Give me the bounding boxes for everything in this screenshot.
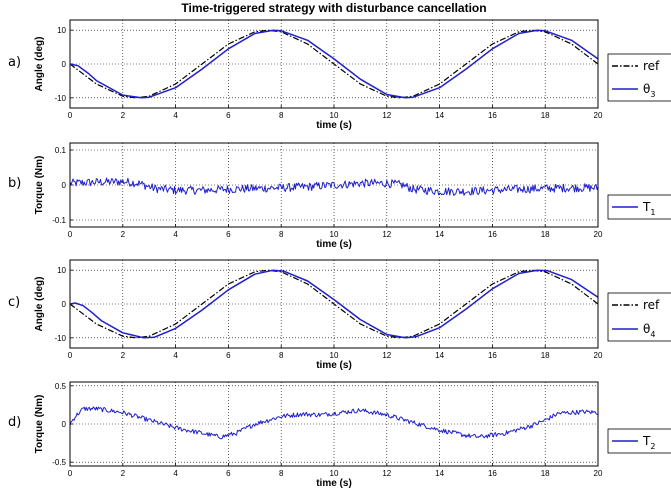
series-line-measured [69, 29, 599, 99]
x-tick-label: 2 [121, 230, 126, 239]
x-tick-label: 16 [488, 230, 497, 239]
x-tick-label: 6 [226, 469, 231, 478]
x-tick-label: 14 [435, 469, 444, 478]
x-tick-label: 6 [226, 351, 231, 360]
panel-label: a) [8, 55, 21, 70]
series-line-measured [69, 269, 599, 339]
y-tick-label: -0.5 [52, 458, 66, 467]
x-tick-label: 10 [330, 111, 339, 120]
x-tick-label: 8 [279, 469, 284, 478]
axes-frame [69, 381, 599, 467]
y-tick-label: 0 [62, 181, 67, 190]
axes-frame [69, 259, 599, 349]
figure-title: Time-triggered strategy with disturbance… [181, 1, 486, 15]
x-tick-label: 18 [541, 351, 550, 360]
x-tick-label: 4 [173, 230, 178, 239]
x-tick-label: 4 [173, 111, 178, 120]
series-line-measured [69, 177, 599, 196]
x-tick-label: 0 [68, 469, 73, 478]
legend-box [607, 292, 671, 342]
x-tick-label: 18 [541, 111, 550, 120]
x-tick-label: 18 [541, 230, 550, 239]
x-tick-label: 2 [121, 111, 126, 120]
x-tick-label: 10 [330, 469, 339, 478]
x-tick-label: 20 [594, 230, 603, 239]
x-tick-label: 18 [541, 469, 550, 478]
legend: T2 [607, 428, 671, 454]
y-tick-label: -10 [54, 334, 66, 343]
x-tick-label: 14 [435, 351, 444, 360]
x-tick-label: 16 [488, 351, 497, 360]
x-tick-label: 8 [279, 230, 284, 239]
x-tick-label: 12 [382, 469, 391, 478]
y-tick-label: 10 [57, 266, 66, 275]
legend-box [607, 53, 671, 102]
panel-label: d) [8, 415, 21, 430]
y-axis-label: Torque (Nm) [34, 156, 45, 215]
y-tick-label: 10 [57, 26, 66, 35]
x-tick-label: 14 [435, 230, 444, 239]
axes-frame [69, 142, 599, 228]
y-tick-label: 0.1 [55, 146, 67, 155]
x-tick-label: 4 [173, 351, 178, 360]
legend: T1 [607, 194, 671, 220]
x-tick-label: 0 [68, 111, 73, 120]
y-tick-label: 0.5 [55, 382, 67, 391]
x-tick-label: 6 [226, 230, 231, 239]
legend-label-subscript: 4 [650, 330, 655, 339]
y-tick-label: -10 [54, 94, 66, 103]
x-axis-label: time (s) [316, 120, 352, 131]
x-axis-label: time (s) [316, 239, 352, 250]
x-tick-label: 20 [594, 111, 603, 120]
x-tick-label: 6 [226, 111, 231, 120]
y-axis-label: Torque (Nm) [34, 395, 45, 454]
y-axis-label: Angle (deg) [34, 37, 45, 92]
legend-label: ref [643, 298, 660, 312]
x-tick-label: 20 [594, 351, 603, 360]
x-tick-label: 16 [488, 111, 497, 120]
x-tick-label: 10 [330, 230, 339, 239]
x-tick-label: 12 [382, 351, 391, 360]
x-tick-label: 0 [68, 230, 73, 239]
x-tick-label: 2 [121, 351, 126, 360]
x-tick-label: 4 [173, 469, 178, 478]
x-tick-label: 8 [279, 351, 284, 360]
panel-label: c) [8, 295, 20, 310]
axes-frame [69, 19, 599, 109]
x-tick-label: 12 [382, 230, 391, 239]
x-tick-label: 8 [279, 111, 284, 120]
x-tick-label: 10 [330, 351, 339, 360]
series-line-reference [69, 29, 599, 99]
y-tick-label: 0 [62, 420, 67, 429]
y-tick-label: 0 [62, 60, 67, 69]
x-tick-label: 2 [121, 469, 126, 478]
y-axis-label: Angle (deg) [34, 277, 45, 332]
x-tick-label: 16 [488, 469, 497, 478]
x-tick-label: 20 [594, 469, 603, 478]
y-tick-label: 0 [62, 300, 67, 309]
x-tick-label: 0 [68, 351, 73, 360]
x-axis-label: time (s) [316, 360, 352, 371]
legend-label: ref [643, 59, 660, 73]
legend-label-subscript: 2 [650, 442, 655, 451]
y-tick-label: -0.1 [52, 216, 66, 225]
x-axis-label: time (s) [316, 478, 352, 488]
series-line-measured [69, 406, 599, 440]
x-tick-label: 14 [435, 111, 444, 120]
legend-label-subscript: 1 [650, 208, 655, 217]
panel-label: b) [8, 176, 21, 191]
x-tick-label: 12 [382, 111, 391, 120]
series-line-reference [69, 269, 599, 339]
legend-label-subscript: 3 [650, 90, 655, 99]
